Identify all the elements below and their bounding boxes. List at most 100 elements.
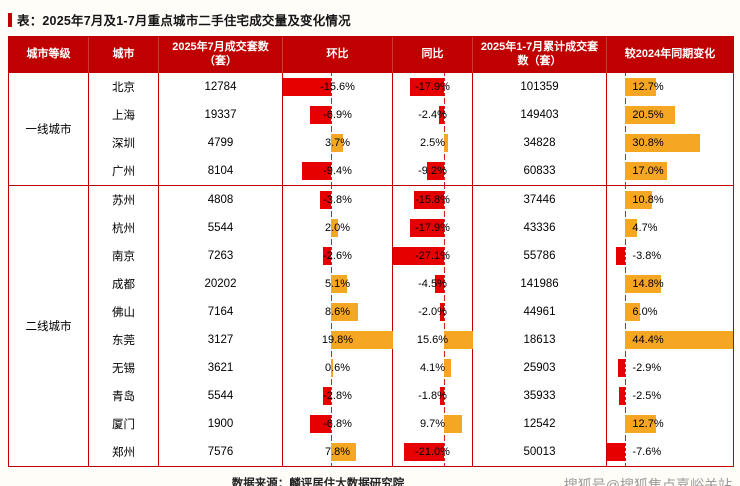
july-sales-cell: 7164	[159, 298, 283, 326]
mom-bar	[283, 78, 332, 96]
july-sales-cell: 5544	[159, 382, 283, 410]
july-sales-cell: 7576	[159, 438, 283, 466]
mom-bar-cell: -15.6%	[283, 73, 393, 101]
yoy-bar-cell: 4.1%	[393, 354, 473, 382]
footer: 数据来源：麟评居住大数据研究院 搜狐号@搜狐焦点嘉峪关站	[8, 474, 732, 486]
cumulative-sales-cell: 18613	[473, 326, 607, 354]
bar-axis-line	[331, 186, 333, 214]
yoy-value: 15.6%	[416, 334, 449, 346]
mom-value: 2.0%	[324, 222, 351, 234]
tier-group-0: 一线城市 北京 12784 -15.6% -17.9% 101359 12.7% 上海 1933…	[9, 73, 733, 185]
city-cell: 上海	[89, 101, 159, 129]
city-cell: 南京	[89, 242, 159, 270]
yoy-bar-cell: -4.5%	[393, 270, 473, 298]
yoy-value: 2.5%	[419, 137, 446, 149]
cumulative-sales-cell: 37446	[473, 186, 607, 214]
mom-bar	[331, 275, 348, 293]
yoy-bar	[443, 359, 452, 377]
city-cell: 杭州	[89, 214, 159, 242]
cumulative-sales-cell: 141986	[473, 270, 607, 298]
yoy-bar	[410, 219, 444, 237]
mom-value: -6.9%	[323, 109, 352, 121]
vs2024-bar	[625, 106, 676, 124]
bar-axis-line	[331, 73, 333, 101]
yoy-bar	[410, 78, 444, 96]
vs2024-bar	[625, 303, 640, 321]
vs2024-value: 14.8%	[632, 278, 664, 290]
yoy-value: -4.5%	[418, 278, 447, 290]
city-cell: 成都	[89, 270, 159, 298]
bar-axis-line	[331, 157, 333, 185]
city-cell: 苏州	[89, 186, 159, 214]
cumulative-sales-cell: 25903	[473, 354, 607, 382]
bar-axis-line	[331, 410, 333, 438]
bar-axis-line	[625, 438, 627, 466]
vs2024-bar	[618, 359, 626, 377]
table-header-row: 城市等级 城市 2025年7月成交套数（套） 环比 同比 2025年1-7月累计成交套数（…	[9, 37, 733, 73]
vs2024-bar-cell: -3.8%	[607, 242, 733, 270]
july-sales-cell: 20202	[159, 270, 283, 298]
vs2024-bar-cell: 14.8%	[607, 270, 733, 298]
yoy-value: -2.4%	[418, 109, 447, 121]
mom-bar-cell: -6.8%	[283, 410, 393, 438]
cumulative-sales-cell: 12542	[473, 410, 607, 438]
mom-bar-cell: 7.8%	[283, 438, 393, 466]
vs2024-bar-cell: -2.9%	[607, 354, 733, 382]
city-cell: 佛山	[89, 298, 159, 326]
vs2024-value: 6.0%	[632, 306, 658, 318]
yoy-value: -27.1%	[415, 250, 450, 262]
yoy-value: -2.0%	[418, 306, 447, 318]
mom-bar	[310, 106, 332, 124]
city-cell: 广州	[89, 157, 159, 185]
july-sales-cell: 1900	[159, 410, 283, 438]
mom-value: 19.8%	[321, 334, 354, 346]
mom-bar-cell: 2.0%	[283, 214, 393, 242]
vs2024-bar-cell: 20.5%	[607, 101, 733, 129]
mom-bar-cell: -2.8%	[283, 382, 393, 410]
mom-bar-cell: 8.6%	[283, 298, 393, 326]
july-sales-cell: 3127	[159, 326, 283, 354]
watermark: 搜狐号@搜狐焦点嘉峪关站	[563, 477, 732, 486]
cumulative-sales-cell: 50013	[473, 438, 607, 466]
mom-value: -2.6%	[323, 250, 352, 262]
yoy-bar-cell: -2.4%	[393, 101, 473, 129]
source-wrap: 数据来源：麟评居住大数据研究院	[8, 474, 732, 486]
vs2024-value: 44.4%	[632, 334, 664, 346]
yoy-bar	[435, 275, 444, 293]
mom-bar-cell: 3.7%	[283, 129, 393, 157]
yoy-bar	[393, 247, 444, 265]
yoy-bar	[443, 134, 449, 152]
bar-axis-line	[443, 438, 445, 466]
yoy-bar-cell: 2.5%	[393, 129, 473, 157]
yoy-bar-cell: -15.8%	[393, 186, 473, 214]
vs2024-bar	[619, 387, 626, 405]
vs2024-value: -2.5%	[632, 390, 662, 402]
vs2024-value: 4.7%	[632, 222, 658, 234]
bar-axis-line	[443, 214, 445, 242]
july-sales-cell: 8104	[159, 157, 283, 185]
yoy-bar	[443, 331, 473, 349]
header-yoy: 同比	[393, 37, 473, 73]
header-city-tier: 城市等级	[9, 37, 89, 73]
yoy-value: -21.0%	[415, 446, 450, 458]
data-table: 城市等级 城市 2025年7月成交套数（套） 环比 同比 2025年1-7月累计成交套数（…	[8, 36, 734, 467]
city-cell: 郑州	[89, 438, 159, 466]
header-city: 城市	[89, 37, 159, 73]
city-cell: 青岛	[89, 382, 159, 410]
vs2024-bar	[625, 275, 662, 293]
vs2024-bar	[625, 219, 637, 237]
july-sales-cell: 3621	[159, 354, 283, 382]
cumulative-sales-cell: 60833	[473, 157, 607, 185]
july-sales-cell: 5544	[159, 214, 283, 242]
mom-value: 5.1%	[324, 278, 351, 290]
mom-bar	[331, 303, 359, 321]
vs2024-bar-cell: -2.5%	[607, 382, 733, 410]
yoy-bar-cell: -27.1%	[393, 242, 473, 270]
vs2024-bar-cell: 17.0%	[607, 157, 733, 185]
july-sales-cell: 12784	[159, 73, 283, 101]
page-title: 表：2025年7月及1-7月重点城市二手住宅成交量及变化情况	[17, 14, 351, 28]
mom-bar-cell: 5.1%	[283, 270, 393, 298]
bar-axis-line	[443, 270, 445, 298]
vs2024-bar	[625, 134, 701, 152]
